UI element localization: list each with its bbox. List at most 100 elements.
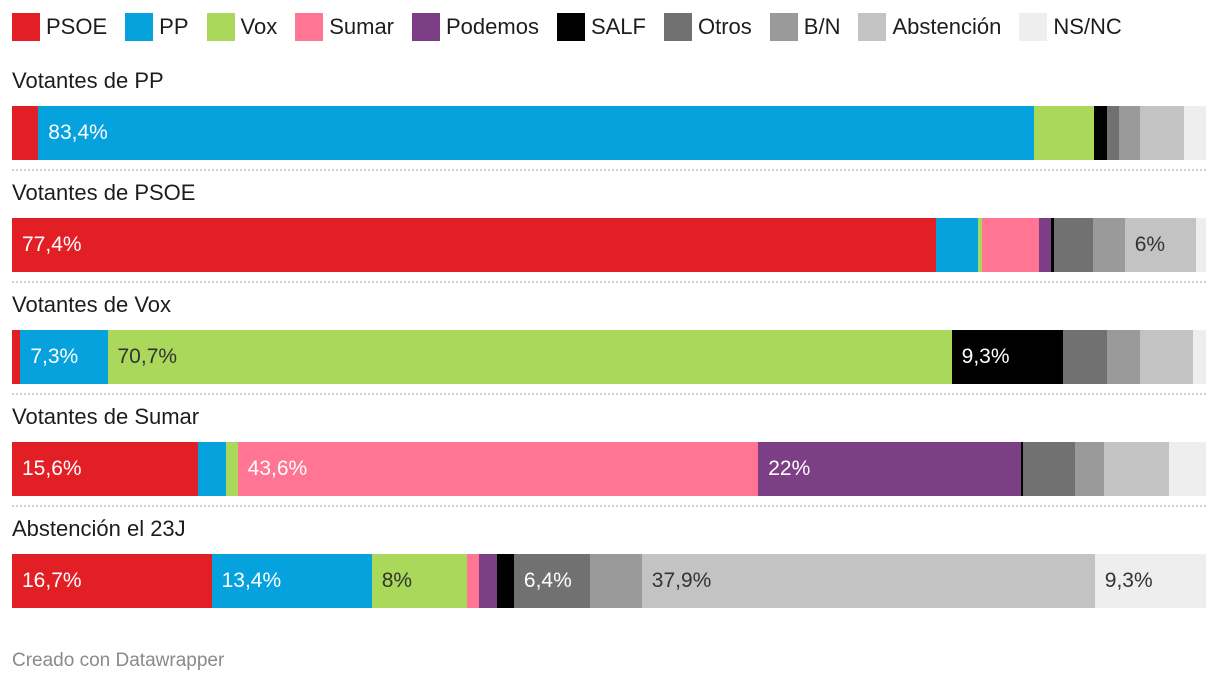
legend-label: Vox bbox=[240, 14, 278, 39]
bar-segment-b-n bbox=[590, 554, 642, 608]
data-label: 8% bbox=[381, 569, 413, 592]
legend-swatch bbox=[1019, 13, 1048, 41]
stacked-bar: 83,4% bbox=[12, 106, 1206, 160]
legend-label: B/N bbox=[803, 14, 841, 39]
bar-segment-b-n bbox=[1118, 106, 1141, 160]
data-label: 13,4% bbox=[221, 569, 282, 592]
bar-segment-vox bbox=[977, 218, 982, 272]
stacked-bar: 77,4% 6% bbox=[12, 218, 1206, 272]
stacked-bar-chart: Votantes de PP 83,4% Votantes de PSOE 77,4%… bbox=[12, 66, 1206, 626]
bar-segment-salf bbox=[497, 554, 514, 608]
bar-segment-psoe: 16,7% bbox=[12, 554, 212, 608]
bar-segment-salf bbox=[1020, 442, 1024, 496]
bar-segment-abstencion bbox=[1104, 442, 1169, 496]
legend-item-salf: SALF bbox=[556, 13, 646, 41]
bar-segment-pp: 13,4% bbox=[211, 554, 372, 608]
bar-segment-vox bbox=[225, 442, 238, 496]
bar-segment-ns-nc bbox=[1184, 106, 1206, 160]
bar-segment-b-n bbox=[1106, 330, 1141, 384]
data-label: 16,7% bbox=[22, 569, 82, 592]
data-label: 43,6% bbox=[247, 457, 308, 480]
legend-item-abstencion: Abstención bbox=[858, 13, 1001, 41]
bar-segment-pp bbox=[198, 442, 226, 496]
legend-swatch bbox=[12, 13, 40, 41]
bar-segment-psoe: 77,4% bbox=[12, 218, 937, 272]
bar-segment-salf bbox=[1093, 106, 1107, 160]
legend-swatch bbox=[206, 13, 235, 41]
data-label: 83,4% bbox=[48, 121, 108, 144]
bar-segment-vox: 8% bbox=[371, 554, 468, 608]
legend-item-otros: Otros bbox=[663, 13, 752, 41]
data-label: 9,3% bbox=[1104, 569, 1153, 592]
legend-label: Podemos bbox=[446, 14, 539, 39]
chart-row-abstencion-el-23j: Abstención el 23J 16,7% 13,4% 8% 6,4% 37,9% 9,… bbox=[12, 514, 1206, 626]
bar-segment-sumar bbox=[981, 218, 1039, 272]
chart-row-votantes-de-vox: Votantes de Vox 7,3% 70,7% 9,3% bbox=[12, 290, 1206, 402]
legend-item-ns-nc: NS/NC bbox=[1019, 13, 1122, 41]
bar-segment-pp: 83,4% bbox=[38, 106, 1035, 160]
bar-segment-ns-nc bbox=[1192, 330, 1206, 384]
chart-row-votantes-de-sumar: Votantes de Sumar 15,6% 43,6% 22% bbox=[12, 402, 1206, 514]
legend-item-sumar: Sumar bbox=[295, 13, 394, 41]
legend-label: PSOE bbox=[46, 14, 108, 39]
row-divider bbox=[12, 169, 1206, 171]
chart-row-votantes-de-pp: Votantes de PP 83,4% bbox=[12, 66, 1206, 178]
legend-label: Abstención bbox=[892, 14, 1002, 39]
legend-swatch bbox=[556, 13, 585, 41]
bar-segment-abstencion: 37,9% bbox=[641, 554, 1095, 608]
row-divider bbox=[12, 281, 1206, 283]
bar-segment-psoe bbox=[12, 106, 39, 160]
legend-label: PP bbox=[159, 14, 189, 39]
stacked-bar: 16,7% 13,4% 8% 6,4% 37,9% 9,3% bbox=[12, 554, 1206, 608]
bar-segment-abstencion: 6% bbox=[1124, 218, 1197, 272]
legend-swatch bbox=[125, 13, 154, 41]
legend-item-psoe: PSOE bbox=[12, 13, 107, 41]
legend-swatch bbox=[769, 13, 798, 41]
stacked-bar: 15,6% 43,6% 22% bbox=[12, 442, 1206, 496]
bar-segment-abstencion bbox=[1140, 330, 1193, 384]
bar-segment-otros: 6,4% bbox=[513, 554, 591, 608]
data-label: 9,3% bbox=[961, 345, 1010, 368]
data-label: 37,9% bbox=[651, 569, 712, 592]
data-label: 77,4% bbox=[22, 233, 82, 256]
bar-segment-ns-nc bbox=[1196, 218, 1206, 272]
bar-segment-salf: 9,3% bbox=[951, 330, 1063, 384]
bar-segment-podemos bbox=[1038, 218, 1051, 272]
chart-row-votantes-de-psoe: Votantes de PSOE 77,4% 6% bbox=[12, 178, 1206, 290]
legend-swatch bbox=[858, 13, 887, 41]
legend-swatch bbox=[295, 13, 324, 41]
bar-segment-otros bbox=[1054, 218, 1093, 272]
bar-segment-otros bbox=[1106, 106, 1119, 160]
legend-item-b-n: B/N bbox=[769, 13, 841, 41]
row-divider bbox=[12, 505, 1206, 507]
bar-segment-otros bbox=[1062, 330, 1107, 384]
bar-segment-pp: 7,3% bbox=[20, 330, 108, 384]
data-label: 22% bbox=[768, 457, 811, 480]
legend-item-vox: Vox bbox=[206, 13, 278, 41]
bar-segment-psoe: 15,6% bbox=[12, 442, 199, 496]
data-label: 70,7% bbox=[117, 345, 178, 368]
bar-segment-vox: 70,7% bbox=[107, 330, 952, 384]
credit-footer: Creado con Datawrapper bbox=[12, 650, 225, 671]
bar-segment-podemos: 22% bbox=[758, 442, 1021, 496]
bar-segment-pp bbox=[936, 218, 978, 272]
legend-item-pp: PP bbox=[125, 13, 189, 41]
legend-label: Otros bbox=[697, 14, 752, 39]
stacked-bar: 7,3% 70,7% 9,3% bbox=[12, 330, 1206, 384]
row-label: Abstención el 23J bbox=[12, 516, 186, 541]
bar-segment-abstencion bbox=[1140, 106, 1185, 160]
bar-segment-salf bbox=[1050, 218, 1055, 272]
row-label: Votantes de Sumar bbox=[12, 404, 200, 429]
data-label: 6% bbox=[1134, 233, 1166, 256]
bar-segment-vox bbox=[1034, 106, 1094, 160]
row-label: Votantes de Vox bbox=[12, 292, 172, 317]
bar-segment-podemos bbox=[479, 554, 498, 608]
legend-swatch bbox=[412, 13, 440, 41]
bar-segment-sumar: 43,6% bbox=[237, 442, 759, 496]
bar-segment-sumar bbox=[467, 554, 480, 608]
chart-legend: PSOE PP Vox Sumar Podemos SALF Otros B/N Abstenc… bbox=[12, 12, 1212, 42]
data-label: 15,6% bbox=[22, 457, 82, 480]
data-label: 7,3% bbox=[30, 345, 79, 368]
legend-item-podemos: Podemos bbox=[412, 13, 539, 41]
row-label: Votantes de PSOE bbox=[12, 180, 196, 205]
